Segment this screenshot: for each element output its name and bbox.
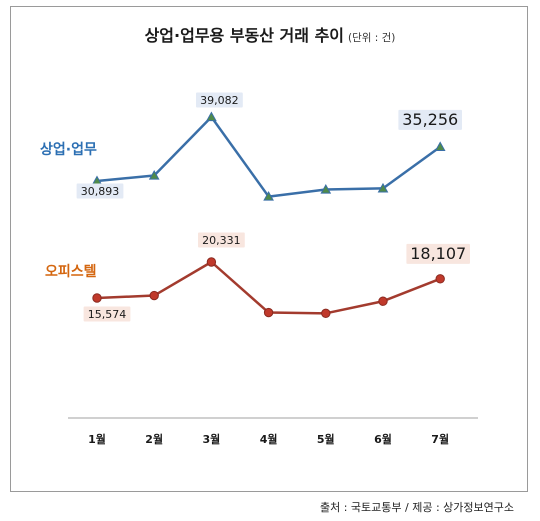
data-label-bg-commercial-7: [398, 109, 462, 130]
data-label-officetel-3: 20,331: [202, 234, 241, 247]
data-point-officetel-3: [206, 257, 217, 267]
data-label-officetel-1: 15,574: [88, 308, 127, 321]
data-point-officetel-2: [149, 290, 159, 301]
data-label-bg-officetel-3: [198, 232, 245, 248]
data-point-officetel-4: [263, 307, 274, 318]
x-tick-label-7: 7월: [431, 432, 449, 446]
x-tick-label-3: 3월: [203, 432, 221, 446]
x-tick-label-1: 1월: [88, 432, 106, 446]
data-point-commercial-5: [320, 184, 332, 194]
chart-title-text: 상업·업무용 부동산 거래 추이: [144, 26, 345, 45]
data-label-officetel-7: 18,107: [410, 244, 466, 263]
data-label-bg-commercial-3: [196, 92, 243, 108]
data-point-officetel-6: [378, 296, 388, 306]
data-label-commercial-1: 30,893: [81, 185, 120, 198]
data-labels: 30,893 39,082 35,256 15,574 20,331 18,107: [76, 92, 470, 322]
data-label-bg-commercial-1: [76, 183, 124, 199]
data-point-commercial-4: [263, 191, 274, 201]
data-label-bg-officetel-7: [406, 243, 470, 264]
data-point-commercial-6: [377, 182, 389, 193]
x-tick-label-6: 6월: [374, 432, 392, 446]
data-label-bg-officetel-1: [83, 306, 131, 322]
source-note: 출처 : 국토교통부 / 제공 : 상가정보연구소: [319, 501, 514, 514]
x-tick-label-2: 2월: [145, 432, 163, 446]
data-point-commercial-7: [434, 141, 446, 152]
x-tick-labels: 1월 2월 3월 4월 5월 6월 7월: [88, 432, 449, 446]
data-label-commercial-7: 35,256: [402, 110, 458, 129]
x-tick-label-5: 5월: [317, 432, 335, 446]
x-tick-label-4: 4월: [260, 432, 278, 446]
chart-title: 상업·업무용 부동산 거래 추이 (단위 : 건): [0, 22, 540, 46]
data-label-commercial-3: 39,082: [200, 94, 239, 107]
series-line-commercial: [95, 115, 442, 198]
series-label-commercial: 상업·업무: [40, 142, 97, 158]
chart-title-unit: (단위 : 건): [348, 32, 396, 44]
series-markers: [91, 111, 446, 319]
data-point-officetel-5: [321, 308, 331, 319]
series-label-officetel: 오피스텔: [45, 264, 97, 280]
data-point-commercial-2: [148, 169, 160, 180]
series-line-officetel: [95, 260, 442, 315]
data-point-commercial-3: [206, 111, 217, 122]
series-lines: [95, 115, 442, 315]
data-point-officetel-1: [92, 293, 102, 303]
data-point-officetel-7: [435, 274, 445, 284]
